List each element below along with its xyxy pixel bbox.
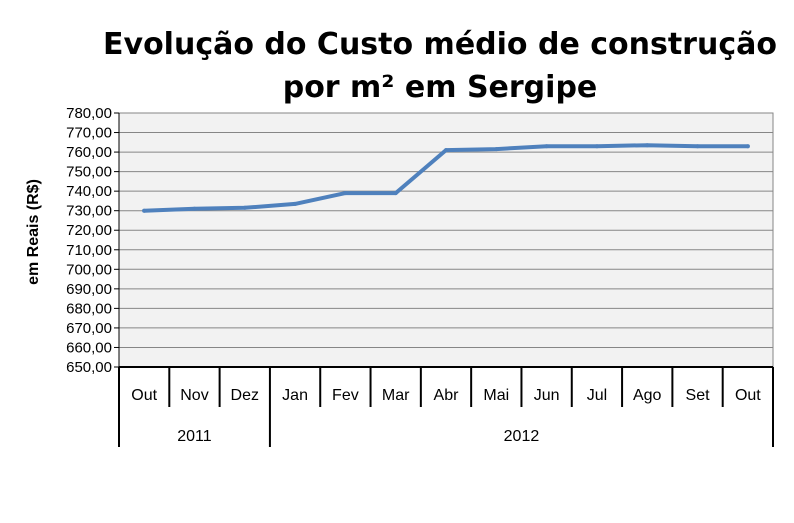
- data-point: [494, 147, 499, 152]
- y-tick-label: 720,00: [66, 222, 112, 239]
- data-point: [695, 144, 700, 149]
- y-tick-label: 740,00: [66, 183, 112, 200]
- x-tick-label: Abr: [434, 387, 460, 404]
- x-group-label: 2012: [504, 428, 540, 445]
- x-tick-label: Nov: [180, 387, 208, 404]
- gridlines: [119, 132, 773, 348]
- data-point: [645, 143, 650, 148]
- chart-title-line-1: Evolução do Custo médio de construção: [103, 27, 777, 62]
- x-tick-label: Fev: [332, 387, 359, 404]
- x-tick-label: Ago: [633, 387, 662, 404]
- plot-area: [118, 112, 774, 368]
- data-point: [343, 191, 348, 196]
- y-tick-label: 670,00: [66, 320, 112, 337]
- x-tick-label: Set: [686, 387, 711, 404]
- data-point: [544, 144, 549, 149]
- data-point: [192, 206, 197, 211]
- x-axis: Out Nov Dez Jan Fev Mar Abr Mai Jun Jul Ago Set Out 2…: [118, 366, 774, 447]
- y-tick-label: 780,00: [66, 105, 112, 122]
- y-tick-label: 750,00: [66, 164, 112, 181]
- chart-title-line-2: por m² em Sergipe: [283, 70, 598, 105]
- data-point: [142, 208, 147, 213]
- data-point: [594, 144, 599, 149]
- x-tick-label: Dez: [231, 387, 259, 404]
- data-point: [293, 201, 298, 206]
- y-axis-ticks: 650,00 660,00 670,00 680,00 690,00 700,00 710,…: [66, 105, 120, 376]
- data-point: [242, 205, 247, 210]
- y-tick-label: 700,00: [66, 261, 112, 278]
- y-axis-label: em Reais (R$): [25, 179, 42, 285]
- y-tick-label: 710,00: [66, 242, 112, 259]
- x-tick-label: Jun: [534, 387, 560, 404]
- x-tick-label: Out: [735, 387, 761, 404]
- y-tick-label: 690,00: [66, 281, 112, 298]
- y-tick-label: 650,00: [66, 359, 112, 376]
- x-tick-label: Mai: [483, 387, 509, 404]
- x-tick-label: Jan: [282, 387, 308, 404]
- y-tick-label: 680,00: [66, 300, 112, 317]
- y-tick-label: 730,00: [66, 203, 112, 220]
- y-tick-label: 760,00: [66, 144, 112, 161]
- data-point: [745, 144, 750, 149]
- x-tick-label: Out: [131, 387, 157, 404]
- y-tick-label: 660,00: [66, 339, 112, 356]
- data-point: [393, 191, 398, 196]
- y-tick-label: 770,00: [66, 125, 112, 142]
- data-point: [444, 148, 448, 153]
- series-lines: [142, 143, 750, 213]
- x-group-label: 2011: [177, 428, 212, 445]
- x-tick-label: Mar: [382, 387, 410, 404]
- x-tick-label: Jul: [587, 387, 607, 404]
